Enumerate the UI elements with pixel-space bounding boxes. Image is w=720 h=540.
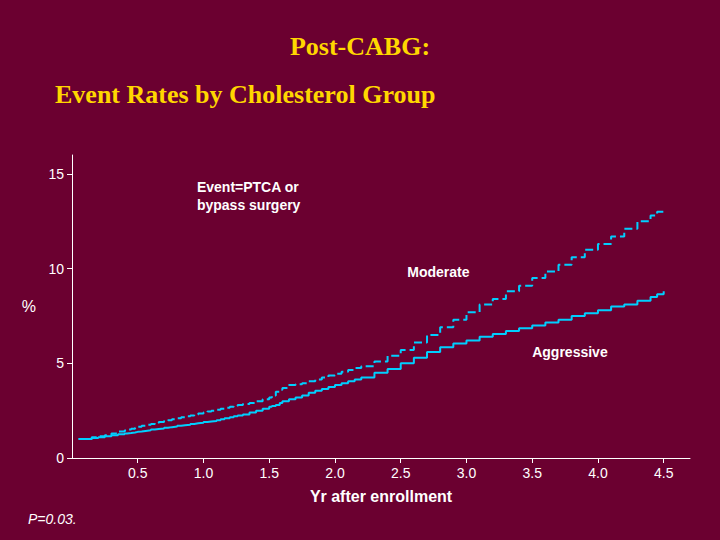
svg-text:3.5: 3.5 (522, 465, 542, 481)
svg-text:0.5: 0.5 (128, 465, 148, 481)
svg-text:4.5: 4.5 (654, 465, 674, 481)
svg-text:4.0: 4.0 (588, 465, 608, 481)
svg-text:P=0.03.: P=0.03. (28, 511, 77, 527)
svg-text:1.5: 1.5 (259, 465, 279, 481)
svg-text:Post-CABG:: Post-CABG: (290, 32, 430, 61)
svg-text:0: 0 (56, 450, 64, 466)
svg-text:Event=PTCA or: Event=PTCA or (197, 179, 299, 195)
svg-text:2.5: 2.5 (391, 465, 411, 481)
svg-text:Event Rates by Cholesterol Gro: Event Rates by Cholesterol Group (55, 80, 435, 109)
svg-text:Yr after enrollment: Yr after enrollment (310, 488, 453, 505)
svg-text:1.0: 1.0 (194, 465, 214, 481)
svg-text:2.0: 2.0 (325, 465, 345, 481)
svg-text:5: 5 (56, 355, 64, 371)
svg-text:Aggressive: Aggressive (532, 344, 608, 360)
svg-text:%: % (22, 298, 36, 315)
svg-text:3.0: 3.0 (457, 465, 477, 481)
svg-text:bypass surgery: bypass surgery (197, 197, 301, 213)
svg-text:10: 10 (48, 261, 64, 277)
svg-text:15: 15 (48, 166, 64, 182)
svg-text:Moderate: Moderate (407, 264, 469, 280)
